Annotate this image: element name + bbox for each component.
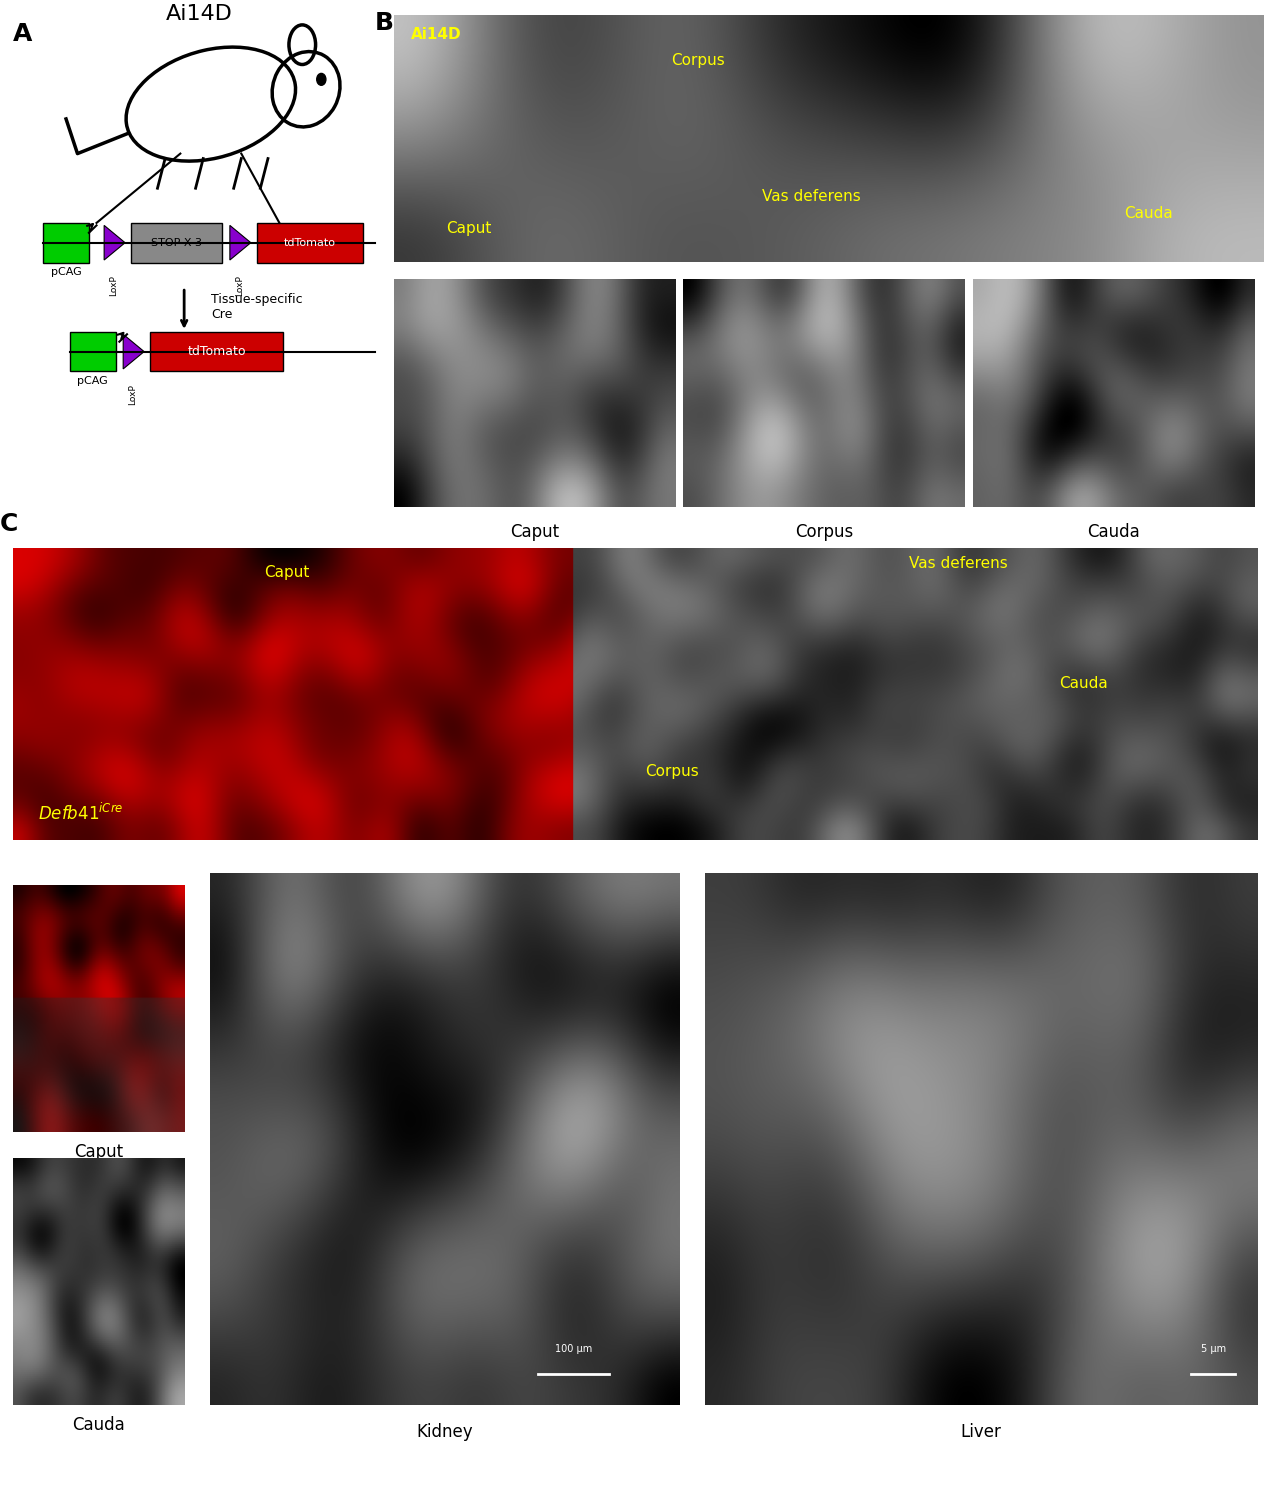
Text: C: C xyxy=(0,513,18,537)
Text: Ai14D: Ai14D xyxy=(411,27,462,42)
Text: Corpus: Corpus xyxy=(795,522,853,540)
FancyBboxPatch shape xyxy=(150,332,283,372)
Polygon shape xyxy=(123,334,145,369)
Text: Caput: Caput xyxy=(264,566,309,580)
Text: Cauda: Cauda xyxy=(72,1416,124,1434)
Text: Caput: Caput xyxy=(446,220,491,236)
Text: B: B xyxy=(375,12,394,36)
FancyBboxPatch shape xyxy=(131,224,222,262)
Text: LoxP: LoxP xyxy=(235,274,244,296)
Text: $\mathit{Defb41^{iCre}}$: $\mathit{Defb41^{iCre}}$ xyxy=(38,802,123,824)
Text: Cauda: Cauda xyxy=(1087,522,1140,540)
Text: A: A xyxy=(13,22,32,46)
Text: Vas deferens: Vas deferens xyxy=(762,189,861,204)
FancyBboxPatch shape xyxy=(43,224,89,262)
FancyBboxPatch shape xyxy=(70,332,116,372)
Text: Corpus: Corpus xyxy=(645,764,700,778)
Text: 5 µm: 5 µm xyxy=(1200,1344,1226,1354)
Circle shape xyxy=(316,74,326,86)
Text: 100 µm: 100 µm xyxy=(555,1344,592,1354)
Text: tdTomato: tdTomato xyxy=(284,237,335,248)
Text: Corpus: Corpus xyxy=(672,53,725,68)
FancyBboxPatch shape xyxy=(257,224,363,262)
Text: LoxP: LoxP xyxy=(128,384,137,405)
Text: pCAG: pCAG xyxy=(77,376,108,386)
Text: tdTomato: tdTomato xyxy=(187,345,246,358)
Text: Ai14D: Ai14D xyxy=(166,4,232,24)
Text: Caput: Caput xyxy=(511,522,559,540)
Polygon shape xyxy=(230,225,250,260)
Text: Cauda: Cauda xyxy=(1124,206,1173,220)
Text: LoxP: LoxP xyxy=(109,274,118,296)
Text: Caput: Caput xyxy=(74,1143,123,1161)
Polygon shape xyxy=(104,225,124,260)
Text: pCAG: pCAG xyxy=(51,267,81,278)
Text: Cauda: Cauda xyxy=(1059,676,1107,692)
Text: Vas deferens: Vas deferens xyxy=(909,556,1008,572)
Text: Liver: Liver xyxy=(960,1424,1002,1442)
Text: STOP X 3: STOP X 3 xyxy=(151,237,202,248)
Text: Tissue-specific
Cre: Tissue-specific Cre xyxy=(211,292,302,321)
Text: Kidney: Kidney xyxy=(417,1424,472,1442)
